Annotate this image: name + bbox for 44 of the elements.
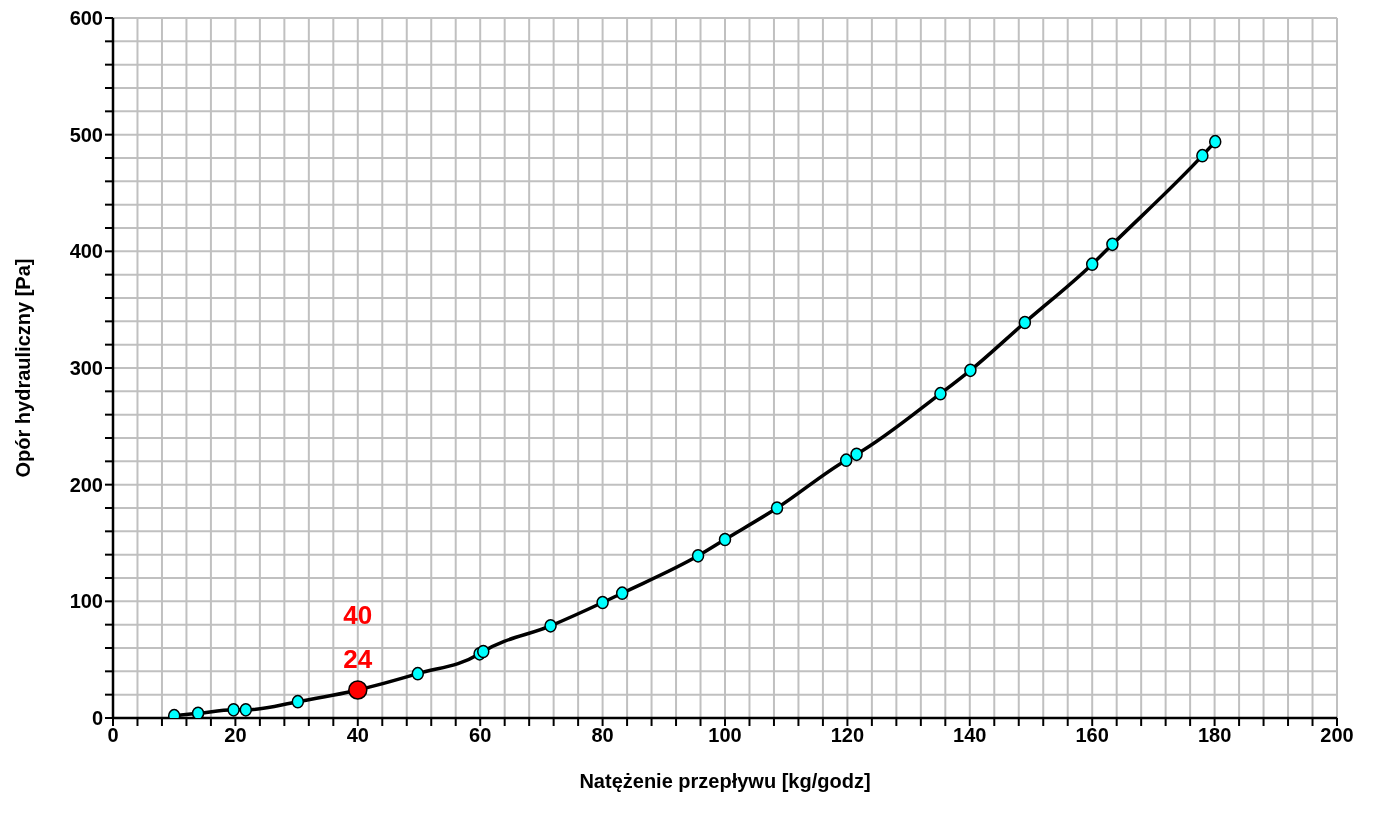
x-tick-label: 60 xyxy=(469,724,492,747)
point xyxy=(691,549,705,563)
y-tick-label: 100 xyxy=(69,590,103,613)
point xyxy=(191,706,205,718)
point xyxy=(964,363,977,378)
point xyxy=(544,619,557,633)
point xyxy=(227,703,240,717)
y-tick-label: 500 xyxy=(69,123,103,146)
point xyxy=(239,703,253,717)
point xyxy=(1208,134,1222,149)
x-tick-label: 120 xyxy=(830,724,865,747)
x-tick-label: 100 xyxy=(708,724,742,747)
y-axis-title: Opór hydrauliczny [Pa] xyxy=(12,258,35,478)
point xyxy=(596,595,609,610)
x-tick-label: 160 xyxy=(1075,724,1109,747)
point xyxy=(1085,257,1099,271)
y-tick-label: 200 xyxy=(69,473,103,496)
x-tick-label: 40 xyxy=(346,724,369,747)
point xyxy=(850,447,863,462)
point xyxy=(718,532,732,547)
x-tick-label: 20 xyxy=(224,724,247,747)
annotation: 24 xyxy=(343,644,373,674)
point xyxy=(770,501,784,515)
point xyxy=(477,644,490,659)
point xyxy=(615,586,629,600)
y-tick-label: 400 xyxy=(69,240,103,263)
x-tick-label: 140 xyxy=(953,724,987,747)
point xyxy=(348,680,368,700)
point xyxy=(839,453,853,467)
x-tick-label: 200 xyxy=(1320,724,1354,747)
point xyxy=(411,666,425,681)
x-tick-label: 80 xyxy=(591,724,614,747)
y-tick-label: 0 xyxy=(91,707,103,730)
point xyxy=(934,386,947,401)
point xyxy=(1018,315,1032,330)
x-axis-title: Natężenie przepływu [kg/godz] xyxy=(579,770,871,792)
y-tick-label: 300 xyxy=(69,357,103,380)
x-tick-label: 180 xyxy=(1197,724,1232,747)
point xyxy=(1196,148,1209,163)
y-tick-label: 600 xyxy=(69,7,103,30)
point xyxy=(291,694,305,709)
annotation: 40 xyxy=(343,600,373,630)
x-tick-label: 0 xyxy=(107,724,119,747)
point xyxy=(1106,237,1119,252)
